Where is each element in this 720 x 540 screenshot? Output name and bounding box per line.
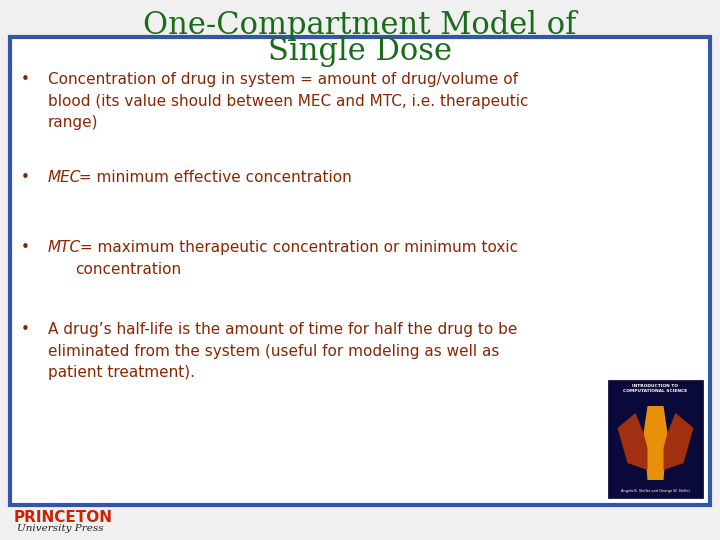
Text: INTRODUCTION TO
COMPUTATIONAL SCIENCE: INTRODUCTION TO COMPUTATIONAL SCIENCE bbox=[624, 384, 688, 393]
Text: PRINCETON: PRINCETON bbox=[14, 510, 113, 525]
Text: MTC: MTC bbox=[48, 240, 81, 255]
Text: Single Dose: Single Dose bbox=[268, 36, 452, 67]
Polygon shape bbox=[664, 413, 693, 470]
Text: •: • bbox=[21, 240, 30, 255]
Text: One-Compartment Model of: One-Compartment Model of bbox=[143, 10, 577, 41]
Text: •: • bbox=[21, 322, 30, 337]
Text: •: • bbox=[21, 72, 30, 87]
Text: •: • bbox=[21, 170, 30, 185]
Text: Angela B. Shiflet and George W. Shiflet: Angela B. Shiflet and George W. Shiflet bbox=[621, 489, 690, 493]
Text: A drug’s half-life is the amount of time for half the drug to be
eliminated from: A drug’s half-life is the amount of time… bbox=[48, 322, 518, 380]
Polygon shape bbox=[618, 413, 647, 470]
Polygon shape bbox=[644, 406, 667, 480]
Text: = minimum effective concentration: = minimum effective concentration bbox=[74, 170, 352, 185]
Text: University Press: University Press bbox=[17, 524, 104, 533]
Text: = maximum therapeutic concentration or minimum toxic
concentration: = maximum therapeutic concentration or m… bbox=[75, 240, 518, 276]
FancyBboxPatch shape bbox=[608, 380, 703, 498]
Text: Concentration of drug in system = amount of drug/volume of
blood (its value shou: Concentration of drug in system = amount… bbox=[48, 72, 528, 130]
FancyBboxPatch shape bbox=[10, 37, 710, 505]
Text: MEC: MEC bbox=[48, 170, 81, 185]
